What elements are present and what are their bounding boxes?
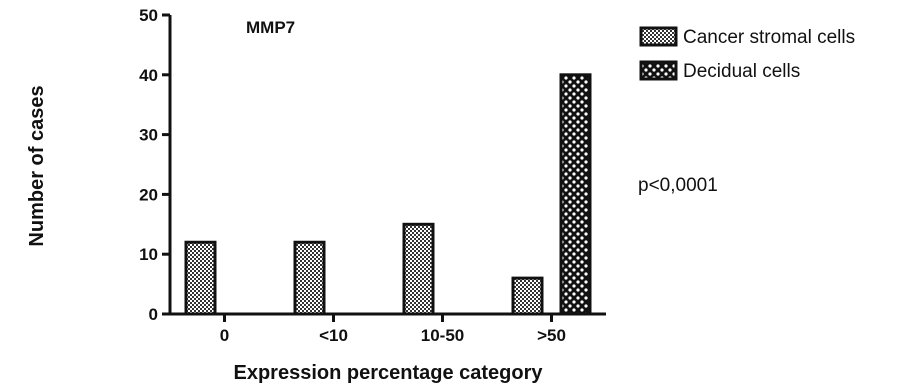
legend: Cancer stromal cells Decidual cells: [639, 26, 855, 82]
bar-cancer-stromal: [402, 222, 435, 316]
chart-title: MMP7: [246, 18, 295, 37]
x-axis: 0 <10 10-50 >50: [170, 312, 606, 345]
y-axis-title: Number of cases: [26, 85, 48, 246]
x-tick-label: >50: [537, 326, 566, 345]
legend-swatch-cancer-stromal: [639, 26, 678, 47]
y-tick-label: 50: [139, 6, 158, 25]
y-tick-label: 30: [139, 126, 158, 145]
x-tick-label: <10: [319, 326, 348, 345]
bar-decidual: [559, 73, 592, 316]
legend-label-cancer-stromal: Cancer stromal cells: [683, 27, 855, 48]
y-tick-label: 20: [139, 185, 158, 204]
bar-cancer-stromal: [184, 240, 217, 316]
bar-cancer-stromal: [511, 276, 544, 316]
p-value-annotation: p<0,0001: [638, 175, 718, 196]
x-axis-title: Expression percentage category: [233, 362, 543, 384]
y-axis: 0 10 20 30 40 50: [139, 6, 172, 324]
legend-item-cancer-stromal: Cancer stromal cells: [639, 26, 855, 48]
y-tick-label: 40: [139, 66, 158, 85]
legend-item-decidual: Decidual cells: [639, 60, 800, 82]
bar-cancer-stromal: [293, 240, 326, 316]
bars: [184, 73, 592, 316]
x-tick-label: 0: [220, 326, 229, 345]
legend-label-decidual: Decidual cells: [683, 61, 800, 82]
x-tick-label: 10-50: [421, 326, 464, 345]
y-tick-label: 10: [139, 245, 158, 264]
y-tick-label: 0: [149, 305, 158, 324]
legend-swatch-decidual: [639, 60, 678, 81]
